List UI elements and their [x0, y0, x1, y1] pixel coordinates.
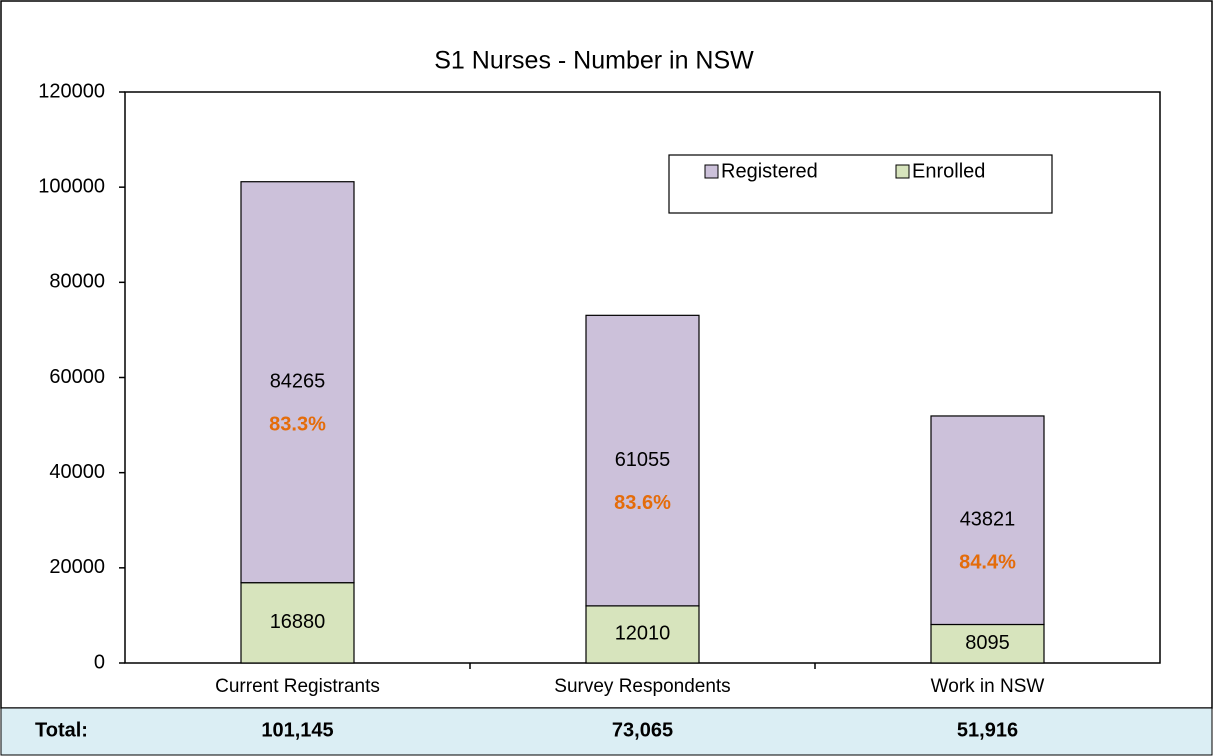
- y-tick-label: 60000: [49, 366, 105, 388]
- legend-swatch: [704, 164, 719, 179]
- bar-segment: [240, 582, 355, 664]
- x-tick-label: Work in NSW: [931, 676, 1045, 697]
- bar-segment: [585, 314, 700, 607]
- legend-label: Enrolled: [912, 160, 985, 182]
- value-label: 43821: [960, 509, 1016, 531]
- y-tick-label: 100000: [38, 175, 105, 197]
- x-tick-label: Survey Respondents: [554, 676, 730, 697]
- share-label: 84.4%: [959, 552, 1016, 574]
- bar-segment: [585, 605, 700, 664]
- y-tick-label: 120000: [38, 80, 105, 102]
- y-tick-label: 20000: [49, 556, 105, 578]
- y-tick-label: 40000: [49, 461, 105, 483]
- y-tick-label: 0: [94, 651, 105, 673]
- y-tick-label: 80000: [49, 271, 105, 293]
- share-label: 83.6%: [614, 492, 671, 514]
- value-label: 8095: [965, 632, 1010, 654]
- share-label: 83.3%: [269, 413, 326, 435]
- total-value: 51,916: [957, 719, 1018, 741]
- legend-label: Registered: [721, 160, 818, 182]
- totals-row: [0, 707, 1213, 756]
- value-label: 84265: [270, 370, 326, 392]
- x-tick-label: Current Registrants: [215, 676, 380, 697]
- bar-segment: [930, 415, 1045, 626]
- total-value: 101,145: [261, 719, 333, 741]
- bar-segment: [240, 181, 355, 584]
- legend-swatch: [895, 164, 910, 179]
- legend-box: [668, 154, 1053, 214]
- bar-segment: [930, 623, 1045, 664]
- value-label: 16880: [270, 611, 326, 633]
- value-label: 61055: [615, 449, 671, 471]
- chart-title: S1 Nurses - Number in NSW: [434, 47, 754, 75]
- value-label: 12010: [615, 623, 671, 645]
- total-value: 73,065: [612, 719, 673, 741]
- totals-label: Total:: [35, 719, 88, 741]
